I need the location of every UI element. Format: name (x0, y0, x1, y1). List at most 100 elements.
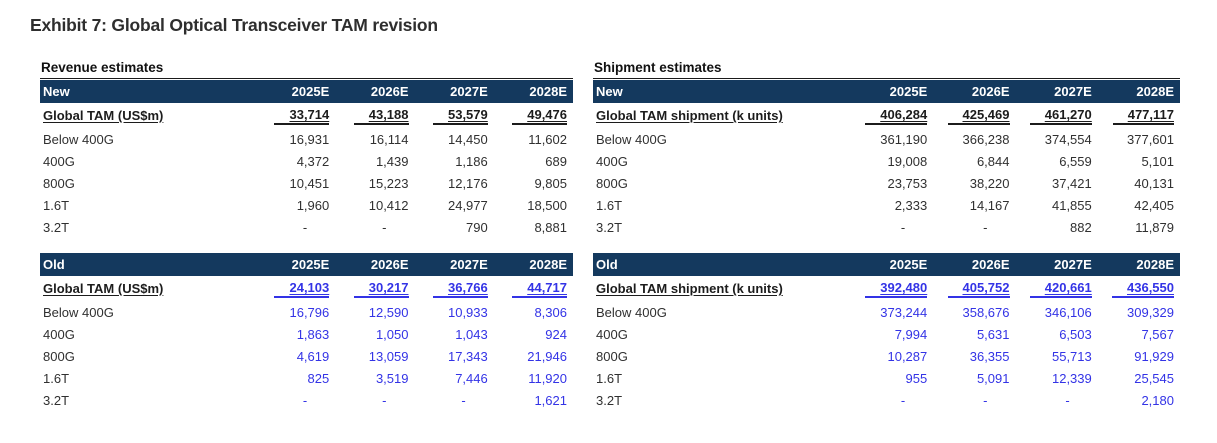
value-cell: - (983, 392, 988, 408)
value-cell: - (900, 219, 906, 235)
shipment-old-table-container: Old 2025E 2026E 2027E 2028E Global TAM shipme… (593, 253, 1180, 411)
year-header: 2025E (851, 253, 934, 276)
total-value: 43,188 (353, 106, 409, 125)
exhibit-page: Exhibit 7: Global Optical Transceiver TA… (30, 15, 1217, 411)
total-value-cell: 477,117 (1098, 103, 1180, 128)
table-row: 800G 4,619 13,059 17,343 21,946 (40, 345, 573, 367)
value-cell: 42,405 (1134, 197, 1174, 213)
table-row: 1.6T 955 5,091 12,339 25,545 (593, 367, 1180, 389)
value-cell: 366,238 (962, 131, 1010, 147)
table-row: 800G 10,451 15,223 12,176 9,805 (40, 172, 573, 194)
new-estimates-table: New 2025E 2026E 2027E 2028E Global TAM (US$m)… (40, 80, 573, 238)
value-cell: 689 (545, 153, 567, 169)
row-label: 1.6T (596, 197, 623, 213)
value-cell: 7,567 (1141, 326, 1174, 342)
tables-container: Revenue estimates New 2025E 2026E 2027E 2028… (40, 60, 1217, 411)
value-cell: 4,372 (296, 153, 330, 169)
row-label: 400G (596, 153, 628, 169)
total-value: 406,284 (865, 106, 928, 125)
table-row: 400G 4,372 1,439 1,186 689 (40, 150, 573, 172)
value-cell: 12,176 (447, 175, 488, 191)
value-cell: 7,446 (455, 370, 488, 386)
value-cell: 924 (545, 326, 567, 342)
header-row: New 2025E 2026E 2027E 2028E (593, 80, 1180, 103)
value-cell: 5,091 (976, 370, 1010, 386)
total-value: 405,752 (947, 279, 1010, 298)
new-estimates-table: New 2025E 2026E 2027E 2028E Global TAM shipme… (593, 80, 1180, 238)
table-row: 400G 7,994 5,631 6,503 7,567 (593, 323, 1180, 345)
block-name-header: New (40, 80, 256, 103)
value-cell: 8,881 (534, 219, 567, 235)
row-label: 400G (43, 326, 75, 342)
total-value-cell: 24,103 (256, 276, 335, 301)
value-cell: 10,287 (887, 348, 928, 364)
total-value-cell: 49,476 (494, 103, 573, 128)
value-cell: 11,879 (1135, 219, 1174, 235)
year-header: 2028E (493, 80, 573, 103)
value-cell: 21,946 (527, 348, 567, 364)
year-header: 2028E (1097, 80, 1180, 103)
table-row: 3.2T - - - 2,180 (593, 389, 1180, 411)
table-row: 3.2T - - 790 8,881 (40, 216, 573, 238)
value-cell: 361,190 (880, 131, 928, 147)
row-label: 3.2T (596, 219, 623, 235)
total-value: 24,103 (274, 279, 330, 298)
value-cell: - (382, 219, 387, 235)
total-value: 477,117 (1112, 106, 1174, 125)
year-header: 2028E (1097, 253, 1180, 276)
total-value: 461,270 (1029, 106, 1092, 125)
total-row-label: Global TAM (US$m) (43, 108, 164, 123)
value-cell: 7,994 (894, 326, 928, 342)
table-row: 3.2T - - - 1,621 (40, 389, 573, 411)
value-cell: 825 (307, 370, 330, 386)
value-cell: - (302, 392, 308, 408)
block-name-header: New (593, 80, 851, 103)
old-estimates-table: Old 2025E 2026E 2027E 2028E Global TAM (US$m)… (40, 253, 573, 411)
total-row-label: Global TAM shipment (k units) (596, 281, 783, 296)
value-cell: 6,559 (1059, 153, 1092, 169)
value-cell: - (461, 392, 466, 408)
row-label: 1.6T (43, 197, 70, 213)
year-header: 2027E (1015, 80, 1098, 103)
shipment-new-table-container: New 2025E 2026E 2027E 2028E Global TAM shipme… (593, 80, 1180, 238)
value-cell: 6,503 (1059, 326, 1092, 342)
total-value-cell: 420,661 (1016, 276, 1098, 301)
row-label: Below 400G (43, 131, 114, 147)
value-cell: 8,306 (534, 304, 567, 320)
table-row: 400G 19,008 6,844 6,559 5,101 (593, 150, 1180, 172)
revenue-old-table-container: Old 2025E 2026E 2027E 2028E Global TAM (US$m)… (40, 253, 573, 411)
value-cell: 955 (905, 370, 928, 386)
value-cell: 309,329 (1127, 304, 1174, 320)
total-value: 53,579 (432, 106, 488, 125)
value-cell: 377,601 (1127, 131, 1174, 147)
year-header: 2026E (933, 80, 1016, 103)
total-value: 420,661 (1029, 279, 1092, 298)
total-value-cell: 406,284 (851, 103, 933, 128)
table-row: Below 400G 361,190 366,238 374,554 377,601 (593, 128, 1180, 150)
value-cell: - (983, 219, 988, 235)
header-row: New 2025E 2026E 2027E 2028E (40, 80, 573, 103)
value-cell: 14,450 (447, 131, 488, 147)
value-cell: 24,977 (447, 197, 488, 213)
old-estimates-table: Old 2025E 2026E 2027E 2028E Global TAM shipme… (593, 253, 1180, 411)
total-value-cell: 53,579 (415, 103, 494, 128)
table-row: Below 400G 16,796 12,590 10,933 8,306 (40, 301, 573, 323)
total-row: Global TAM shipment (k units) 406,284 425,… (593, 103, 1180, 128)
block-name-header: Old (593, 253, 851, 276)
value-cell: - (302, 219, 308, 235)
value-cell: 23,753 (887, 175, 928, 191)
row-label: 3.2T (596, 392, 623, 408)
total-value: 44,717 (512, 279, 567, 298)
value-cell: 5,101 (1141, 153, 1174, 169)
total-value: 392,480 (865, 279, 928, 298)
header-row: Old 2025E 2026E 2027E 2028E (40, 253, 573, 276)
value-cell: 25,545 (1134, 370, 1174, 386)
row-label: 800G (43, 175, 75, 191)
total-value: 36,766 (432, 279, 488, 298)
value-cell: 374,554 (1044, 131, 1092, 147)
value-cell: 19,008 (887, 153, 928, 169)
year-header: 2027E (414, 253, 494, 276)
value-cell: 4,619 (296, 348, 330, 364)
value-cell: 18,500 (527, 197, 567, 213)
value-cell: 91,929 (1134, 348, 1174, 364)
